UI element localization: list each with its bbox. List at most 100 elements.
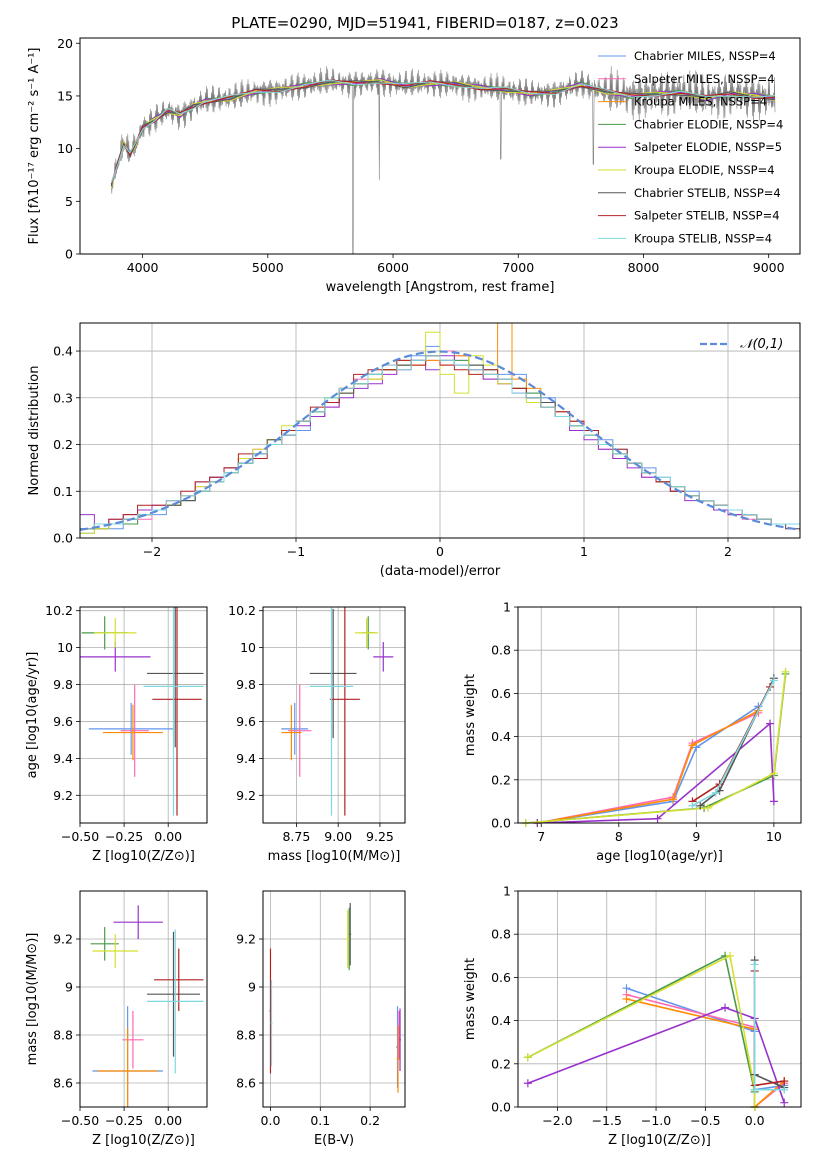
y-tick-label: 0.6 [491, 970, 511, 985]
mass-weight-series-line [537, 712, 759, 823]
y-tick-label: 0 [65, 247, 73, 262]
mass-weight-marker [523, 1079, 532, 1088]
axes-frame [79, 37, 801, 255]
mass-weight-marker [780, 1077, 789, 1086]
mass-weight-marker [769, 797, 778, 806]
y-tick-label: 0.3 [53, 390, 73, 405]
mass-weight-marker [726, 951, 735, 960]
x-axis-label: E(B-V) [314, 1133, 354, 1148]
y-tick-label: 15 [57, 88, 73, 103]
y-tick-label: 9.2 [236, 788, 256, 803]
axes-frame [79, 890, 208, 1108]
x-axis-label: mass [log10(M/M⊙)] [268, 849, 401, 864]
mass-weight-series-line [537, 709, 759, 823]
y-tick-label: 0.6 [491, 686, 511, 701]
legend-label: Kroupa STELIB, NSSP=4 [634, 231, 772, 245]
y-axis-label: Normed distribution [27, 366, 42, 496]
x-axis-label: Z [log10(Z/Z⊙)] [92, 849, 195, 864]
mass-weight-series-line [753, 964, 785, 1091]
y-axis-label: mass weight [463, 958, 478, 1040]
mass-weight-marker [711, 788, 720, 797]
y-tick-label: 9.2 [236, 932, 256, 947]
residuals-plot: −2 −1 0 1 2 0.0 0.1 0.2 0.3 0.4 (data-model)/error… [27, 322, 801, 579]
mass-weight-vs-age-plot: 7 8 9 10 0.0 0.2 0.4 0.6 0.8 1 age [log10(age/yr)]… [463, 600, 802, 864]
legend-label: Chabrier MILES, NSSP=4 [634, 49, 776, 63]
mass-weight-marker [622, 995, 631, 1003]
legend-label: 𝒩(0,1) [740, 337, 783, 352]
x-tick-label: 5000 [252, 260, 284, 275]
x-tick-label: 7000 [502, 260, 534, 275]
figure-title: PLATE=0290, MJD=51941, FIBERID=0187, z=0… [231, 14, 618, 32]
y-tick-label: 9.6 [53, 714, 73, 729]
mass-vs-ebv-plot: 0.0 0.1 0.2 8.6 8.8 9 9.2 E(B-V) [236, 890, 406, 1148]
mass-weight-marker [703, 803, 712, 812]
x-tick-label: −0.25 [105, 1113, 143, 1128]
legend-label: Kroupa MILES, NSSP=4 [634, 95, 767, 109]
mass-weight-marker [781, 667, 790, 676]
y-tick-label: 1 [503, 884, 511, 899]
mass-weight-series-line [527, 954, 756, 1107]
normal-distribution-curve [79, 350, 801, 531]
mass-weight-series-line [527, 954, 756, 1107]
x-axis-label: age [log10(age/yr)] [596, 849, 723, 864]
mass-weight-marker [780, 1098, 789, 1107]
mass-weight-series-line [537, 721, 775, 823]
mass-weight-series-line [753, 970, 785, 1087]
y-tick-label: 8.6 [236, 1076, 256, 1091]
y-tick-label: 0.2 [491, 772, 511, 787]
x-tick-label: 4000 [127, 260, 159, 275]
y-tick-label: 8.8 [53, 1028, 73, 1043]
mass-weight-marker [769, 769, 778, 778]
y-tick-label: 10 [57, 640, 73, 655]
mass-weight-series-line [537, 705, 759, 823]
y-tick-label: 0.4 [491, 729, 511, 744]
y-tick-label: 0.0 [491, 1100, 511, 1115]
x-tick-label: −1.5 [592, 1113, 622, 1128]
model-spectrum-line [110, 79, 776, 184]
mass-weight-marker [688, 741, 697, 750]
y-tick-label: 5 [65, 194, 73, 209]
mass-weight-series-line [699, 677, 775, 807]
x-tick-label: 9000 [753, 260, 785, 275]
mass-weight-series-line [692, 680, 775, 807]
y-tick-label: 0.8 [491, 643, 511, 658]
y-tick-label: 9.2 [53, 788, 73, 803]
mass-weight-marker [688, 801, 697, 810]
y-tick-label: 9.4 [236, 751, 256, 766]
y-tick-label: 8.6 [53, 1076, 73, 1091]
y-tick-label: 10.2 [228, 603, 256, 618]
y-axis-label: age [log10(age/yr)] [25, 652, 40, 779]
y-tick-label: 9.6 [236, 714, 256, 729]
axes-frame [517, 606, 802, 824]
x-tick-label: 0.00 [154, 829, 182, 844]
mass-vs-metallicity-plot: −0.50 −0.25 0.00 8.6 8.8 9 9.2 Z [log10(Z/Z⊙)] m… [25, 890, 208, 1148]
x-tick-label: 6000 [377, 260, 409, 275]
y-tick-label: 9.4 [53, 751, 73, 766]
x-tick-label: 1 [580, 544, 588, 559]
y-tick-label: 0.8 [491, 927, 511, 942]
x-axis-label: Z [log10(Z/Z⊙)] [92, 1133, 195, 1148]
x-tick-label: 0.0 [261, 1113, 281, 1128]
legend-label: Chabrier ELODIE, NSSP=4 [634, 117, 783, 131]
mass-weight-marker [780, 1085, 789, 1094]
x-tick-label: −0.50 [61, 1113, 99, 1128]
x-tick-label: 9.00 [324, 829, 352, 844]
y-tick-label: 0.0 [53, 531, 73, 546]
y-axis-label: mass [log10(M/M⊙)] [25, 933, 40, 1066]
spectrum-plot: 4000 5000 6000 7000 8000 9000 0 5 10 15 20 waveleng… [27, 36, 801, 295]
mass-weight-vs-metallicity-plot: −2.0 −1.5 −1.0 −0.5 0.0 0.0 0.2 0.4 0.6 0.8 1 Z [lo… [463, 884, 802, 1148]
y-tick-label: 9 [65, 980, 73, 995]
y-tick-label: 10 [240, 640, 256, 655]
legend-label: Salpeter MILES, NSSP=4 [634, 72, 775, 86]
axes-frame [262, 890, 406, 1108]
x-tick-label: 0.1 [310, 1113, 330, 1128]
axes-frame [79, 322, 801, 539]
y-tick-label: 10.2 [45, 603, 73, 618]
legend-label: Chabrier STELIB, NSSP=4 [634, 186, 781, 200]
x-tick-label: −1 [287, 544, 305, 559]
y-tick-label: 0.1 [53, 484, 73, 499]
y-tick-label: 8.8 [236, 1028, 256, 1043]
mass-weight-marker [721, 1003, 730, 1012]
y-tick-label: 0.4 [53, 344, 73, 359]
